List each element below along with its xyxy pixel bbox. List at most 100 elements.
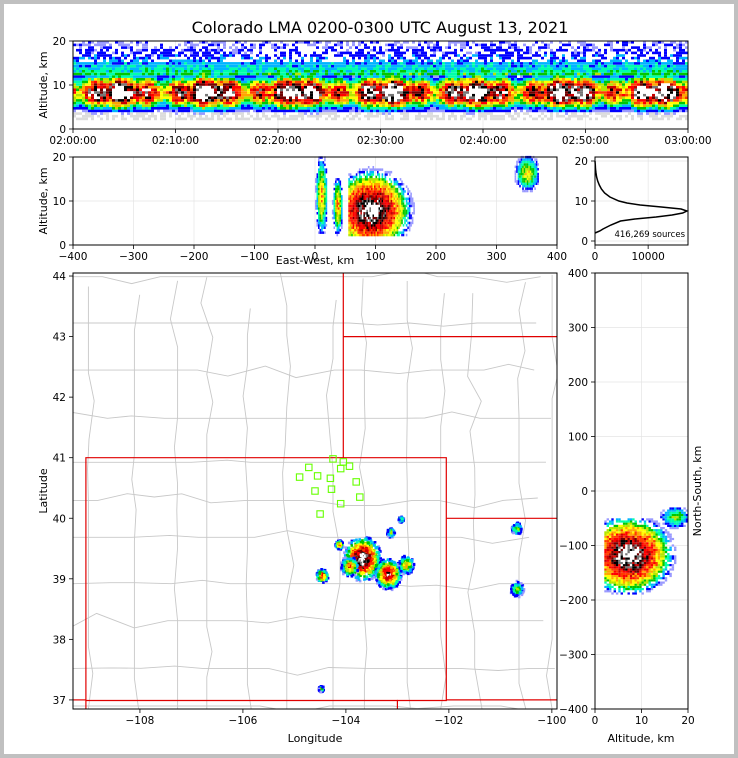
- time-density-cell: [469, 46, 472, 49]
- time-density-cell: [646, 109, 649, 113]
- time-density-cell: [529, 93, 532, 97]
- time-density-cell: [430, 96, 433, 99]
- time-density-cell: [199, 48, 202, 52]
- time-density-cell: [133, 56, 136, 60]
- time-density-cell: [646, 67, 649, 70]
- time-density-cell: [124, 56, 127, 60]
- time-density-cell: [562, 80, 565, 84]
- time-density-cell: [487, 107, 490, 110]
- time-density-cell: [532, 75, 535, 78]
- time-density-cell: [148, 67, 151, 70]
- time-density-cell: [184, 85, 187, 89]
- time-density-cell: [262, 99, 265, 102]
- time-density-cell: [148, 109, 151, 113]
- time-density-cell: [544, 51, 547, 55]
- time-density-cell: [76, 91, 79, 94]
- time-density-cell: [532, 91, 535, 94]
- time-density-cell: [199, 117, 202, 121]
- time-density-cell: [556, 109, 559, 113]
- time-density-cell: [541, 107, 544, 110]
- time-density-cell: [652, 75, 655, 78]
- time-density-cell: [475, 78, 478, 81]
- time-density-cell: [544, 91, 547, 94]
- time-density-cell: [103, 85, 106, 89]
- time-density-cell: [253, 62, 256, 65]
- time-density-cell: [193, 114, 196, 118]
- time-density-cell: [271, 70, 274, 73]
- time-density-cell: [484, 64, 487, 68]
- time-density-cell: [568, 62, 571, 65]
- time-density-cell: [355, 83, 358, 86]
- time-density-cell: [184, 93, 187, 97]
- time-density-cell: [412, 51, 415, 55]
- time-density-cell: [625, 64, 628, 68]
- time-density-cell: [445, 104, 448, 107]
- time-density-cell: [268, 64, 271, 68]
- time-density-cell: [118, 41, 121, 44]
- time-density-cell: [463, 67, 466, 70]
- time-density-cell: [274, 107, 277, 110]
- time-density-cell: [448, 56, 451, 60]
- time-density-cell: [430, 91, 433, 94]
- time-density-cell: [193, 109, 196, 113]
- time-density-cell: [586, 99, 589, 102]
- time-density-cell: [73, 43, 76, 47]
- time-density-cell: [142, 88, 145, 92]
- time-density-cell: [259, 109, 262, 113]
- time-density-cell: [232, 88, 235, 92]
- time-density-cell: [319, 112, 322, 115]
- time-density-cell: [433, 78, 436, 81]
- time-density-cell: [289, 107, 292, 110]
- time-density-cell: [91, 88, 94, 92]
- time-density-cell: [139, 62, 142, 65]
- time-density-cell: [211, 99, 214, 102]
- time-density-cell: [187, 64, 190, 68]
- time-density-cell: [274, 67, 277, 70]
- time-density-cell: [322, 112, 325, 115]
- time-density-cell: [565, 96, 568, 99]
- time-density-cell: [133, 80, 136, 84]
- time-density-cell: [88, 78, 91, 81]
- time-density-cell: [526, 96, 529, 99]
- time-density-cell: [148, 80, 151, 84]
- time-density-cell: [535, 75, 538, 78]
- time-density-cell: [208, 75, 211, 78]
- time-density-cell: [223, 109, 226, 113]
- time-density-cell: [541, 109, 544, 113]
- time-density-cell: [499, 99, 502, 102]
- time-density-cell: [214, 93, 217, 97]
- time-density-cell: [175, 93, 178, 97]
- time-density-cell: [184, 62, 187, 65]
- time-density-cell: [232, 72, 235, 76]
- time-density-cell: [625, 96, 628, 99]
- time-density-cell: [298, 54, 301, 57]
- time-density-cell: [163, 56, 166, 60]
- time-density-cell: [526, 78, 529, 81]
- time-density-cell: [277, 67, 280, 70]
- time-density-cell: [277, 64, 280, 68]
- time-density-cell: [409, 93, 412, 97]
- time-density-cell: [109, 78, 112, 81]
- time-density-cell: [310, 78, 313, 81]
- time-density-cell: [202, 117, 205, 121]
- time-density-cell: [91, 107, 94, 110]
- time-density-cell: [370, 70, 373, 73]
- time-density-cell: [115, 107, 118, 110]
- time-density-cell: [79, 72, 82, 76]
- time-density-cell: [325, 41, 328, 44]
- time-density-cell: [307, 41, 310, 44]
- time-density-cell: [280, 78, 283, 81]
- time-density-cell: [490, 46, 493, 49]
- time-density-cell: [178, 51, 181, 55]
- time-density-cell: [136, 104, 139, 107]
- time-density-cell: [583, 80, 586, 84]
- time-density-cell: [631, 41, 634, 44]
- time-density-cell: [463, 83, 466, 86]
- time-density-cell: [658, 56, 661, 60]
- time-density-cell: [331, 93, 334, 97]
- time-density-cell: [178, 72, 181, 76]
- time-density-cell: [343, 101, 346, 105]
- time-density-cell: [181, 75, 184, 78]
- time-density-cell: [247, 75, 250, 78]
- time-density-cell: [652, 56, 655, 60]
